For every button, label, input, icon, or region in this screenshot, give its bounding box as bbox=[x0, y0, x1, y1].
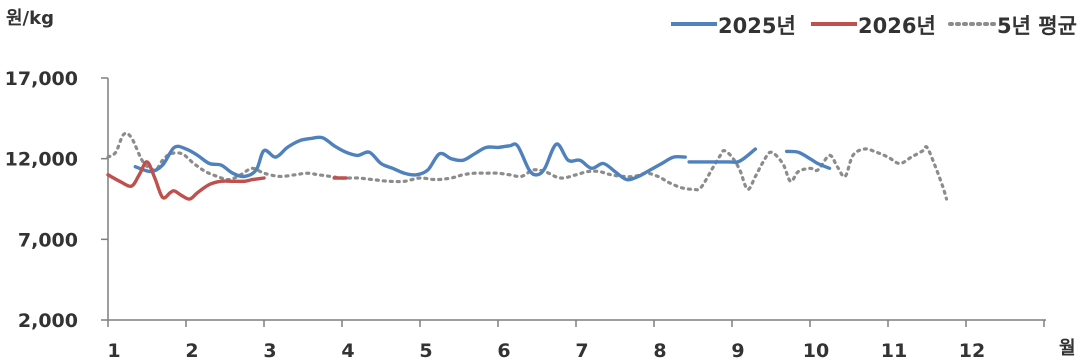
legend-label-2026: 2026년 bbox=[858, 14, 936, 38]
series-line-2025 bbox=[687, 147, 758, 164]
axes bbox=[107, 78, 1046, 321]
x-tick-label: 2 bbox=[185, 340, 198, 362]
x-axis-unit-label: 월 bbox=[1059, 338, 1076, 359]
x-axis-ticks: 1 2 3 4 5 6 7 8 9 10 11 12 bbox=[107, 320, 1045, 362]
y-tick-label: 7,000 bbox=[18, 229, 78, 251]
legend: 2025년 2026년 5년 평균 bbox=[671, 14, 1077, 38]
x-tick-label: 1 bbox=[107, 340, 120, 362]
x-tick-label: 3 bbox=[263, 340, 276, 362]
x-tick-label: 12 bbox=[959, 340, 985, 362]
x-tick-label: 5 bbox=[419, 340, 432, 362]
legend-label-2025: 2025년 bbox=[718, 14, 796, 38]
x-tick-label: 4 bbox=[341, 340, 354, 362]
x-tick-label: 8 bbox=[653, 340, 666, 362]
y-axis-ticks: 2,000 7,000 12,000 17,000 bbox=[5, 68, 108, 332]
x-tick-label: 11 bbox=[881, 340, 907, 362]
y-axis-unit-label: 원/kg bbox=[6, 8, 54, 29]
legend-item-2026: 2026년 bbox=[811, 14, 936, 38]
legend-item-2025: 2025년 bbox=[671, 14, 796, 38]
x-tick-label: 7 bbox=[575, 340, 588, 362]
legend-item-5yr-average: 5년 평균 bbox=[948, 14, 1077, 38]
y-tick-label: 17,000 bbox=[5, 68, 78, 90]
x-tick-label: 9 bbox=[731, 340, 744, 362]
x-tick-label: 10 bbox=[803, 340, 829, 362]
series-line-2025 bbox=[133, 135, 687, 182]
y-tick-label: 12,000 bbox=[5, 149, 78, 171]
y-tick-label: 2,000 bbox=[18, 310, 78, 332]
x-tick-label: 6 bbox=[497, 340, 510, 362]
legend-label-5yr-average: 5년 평균 bbox=[997, 14, 1077, 38]
series-line-2026 bbox=[106, 160, 266, 201]
series-line-2025 bbox=[784, 149, 832, 170]
series-lines bbox=[106, 131, 949, 201]
